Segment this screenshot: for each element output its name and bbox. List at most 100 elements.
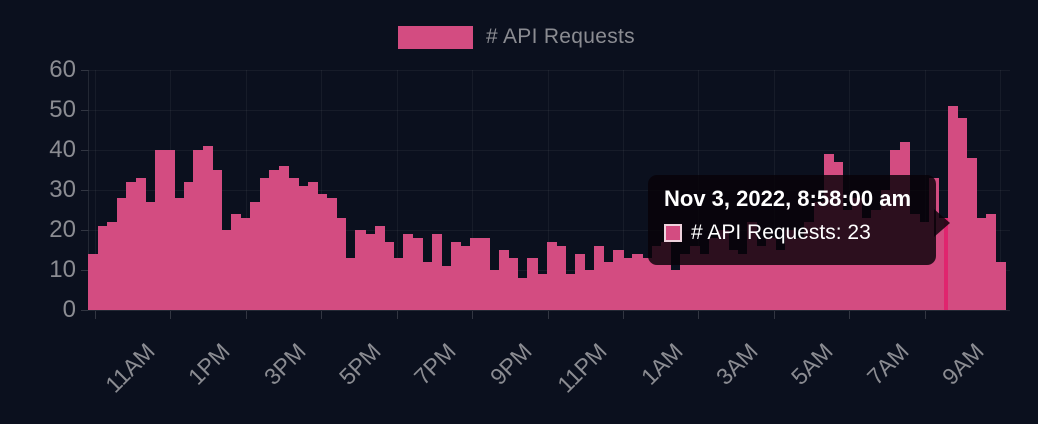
bar[interactable] <box>412 238 423 310</box>
bar[interactable] <box>632 254 643 310</box>
bar[interactable] <box>259 178 271 310</box>
bar[interactable] <box>775 250 786 310</box>
bar[interactable] <box>785 230 796 310</box>
bar[interactable] <box>317 194 328 310</box>
bar[interactable] <box>145 202 156 310</box>
bar[interactable] <box>88 254 99 310</box>
x-axis-label: 5PM <box>333 338 386 390</box>
bar[interactable] <box>470 238 481 310</box>
y-axis-tick <box>81 150 88 151</box>
bar[interactable] <box>766 238 777 310</box>
bar[interactable] <box>680 254 691 310</box>
bar[interactable] <box>240 218 251 310</box>
gridline-horizontal <box>88 230 1010 231</box>
gridline-horizontal <box>88 110 1010 111</box>
legend-item-api-requests[interactable]: # API Requests <box>398 25 635 49</box>
gridline-vertical <box>622 70 624 310</box>
bar[interactable] <box>450 242 462 310</box>
bar[interactable] <box>97 226 108 310</box>
bar[interactable] <box>173 198 185 310</box>
bar[interactable] <box>919 222 930 310</box>
bar[interactable] <box>517 278 528 310</box>
bar[interactable] <box>622 258 634 310</box>
gridline-vertical <box>321 70 323 310</box>
bar[interactable] <box>193 150 204 310</box>
bar[interactable] <box>699 254 710 310</box>
bar[interactable] <box>250 202 261 310</box>
bar[interactable] <box>737 254 748 310</box>
legend: # API Requests <box>398 25 635 49</box>
bar[interactable] <box>441 266 452 310</box>
bar[interactable] <box>613 250 624 310</box>
bar[interactable] <box>498 250 509 310</box>
bar[interactable] <box>479 238 490 310</box>
bar[interactable] <box>603 262 614 310</box>
bar[interactable] <box>947 106 958 310</box>
bar[interactable] <box>384 242 395 310</box>
bar[interactable] <box>288 178 299 310</box>
bar[interactable] <box>355 230 366 310</box>
bar[interactable] <box>116 198 127 310</box>
bar-highlighted[interactable] <box>938 218 949 310</box>
gridline-vertical <box>472 70 474 310</box>
bar[interactable] <box>756 246 767 310</box>
bar[interactable] <box>489 270 500 310</box>
x-axis-tick <box>547 311 549 319</box>
bar[interactable] <box>995 262 1006 310</box>
bar[interactable] <box>527 258 538 310</box>
bar[interactable] <box>966 158 977 310</box>
bar[interactable] <box>307 182 318 310</box>
hover-crosshair-line <box>943 218 948 310</box>
y-axis-label: 50 <box>49 96 76 123</box>
bar[interactable] <box>431 234 443 310</box>
bar[interactable] <box>575 254 586 310</box>
bar[interactable] <box>154 150 165 310</box>
bar[interactable] <box>718 230 729 310</box>
bar[interactable] <box>594 246 605 310</box>
bar[interactable] <box>794 238 805 310</box>
bar[interactable] <box>661 242 672 310</box>
bar[interactable] <box>747 222 758 310</box>
bar[interactable] <box>336 218 347 310</box>
bar[interactable] <box>422 262 433 310</box>
bar[interactable] <box>298 186 309 310</box>
bar[interactable] <box>269 170 280 310</box>
bar[interactable] <box>365 234 376 310</box>
x-axis-tick <box>698 311 700 319</box>
bar[interactable] <box>976 218 987 310</box>
bar[interactable] <box>279 166 290 310</box>
bar[interactable] <box>183 182 194 310</box>
bar[interactable] <box>546 242 557 310</box>
bar[interactable] <box>202 146 213 310</box>
bar[interactable] <box>651 246 662 310</box>
bar[interactable] <box>804 222 815 310</box>
bar[interactable] <box>508 258 519 310</box>
bar[interactable] <box>107 222 118 310</box>
x-axis-tick <box>170 311 172 319</box>
bar[interactable] <box>164 150 175 310</box>
bar[interactable] <box>374 226 385 310</box>
bar[interactable] <box>670 270 681 310</box>
x-axis-tick <box>321 311 323 319</box>
bar[interactable] <box>135 178 146 310</box>
bar[interactable] <box>393 258 404 310</box>
bar[interactable] <box>727 250 739 310</box>
bar[interactable] <box>212 170 223 310</box>
bar[interactable] <box>708 238 720 310</box>
bar[interactable] <box>642 258 653 310</box>
bar[interactable] <box>403 234 414 310</box>
bar[interactable] <box>556 246 567 310</box>
bar[interactable] <box>126 182 137 310</box>
bar[interactable] <box>326 198 337 310</box>
bar[interactable] <box>221 230 232 310</box>
bar[interactable] <box>957 118 968 310</box>
bar[interactable] <box>460 246 471 310</box>
bar[interactable] <box>345 258 357 310</box>
x-axis-label: 3PM <box>258 338 311 390</box>
bar[interactable] <box>584 270 595 310</box>
bar[interactable] <box>231 214 242 310</box>
bar[interactable] <box>565 274 576 310</box>
bar[interactable] <box>689 246 700 310</box>
bar[interactable] <box>536 274 548 310</box>
bar[interactable] <box>985 214 997 310</box>
